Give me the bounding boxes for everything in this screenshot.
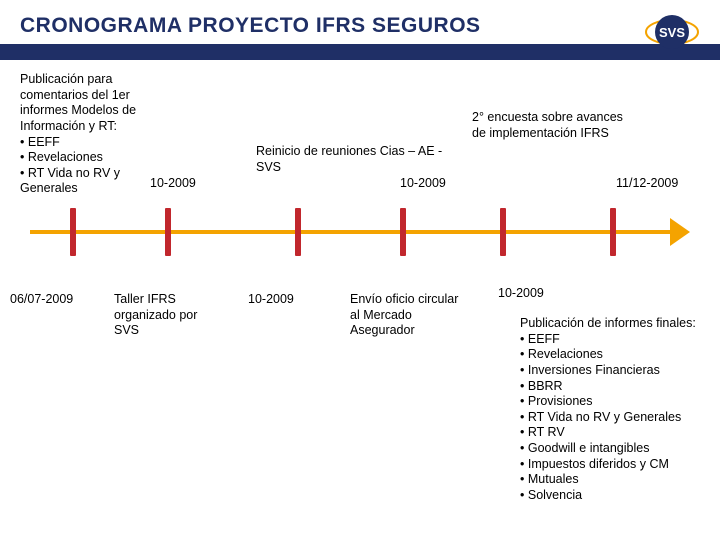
bullet-item: Inversiones Financieras: [520, 363, 720, 379]
bullet-item: RT RV: [520, 425, 720, 441]
annotation-encuesta: 2° encuesta sobre avances de implementac…: [472, 110, 632, 141]
annotation-text: Publicación para comentarios del 1er inf…: [20, 72, 180, 135]
annotation-text: Publicación de informes finales:: [520, 316, 720, 332]
annotation-date-reinicio: 10-2009: [400, 176, 446, 192]
annotation-text: Envío oficio circular al Mercado Asegura…: [350, 292, 470, 339]
svs-logo: SVS: [642, 8, 702, 56]
annotation-date-final_date: 10-2009: [498, 286, 544, 302]
bullet-item: EEFF: [520, 332, 720, 348]
slide-header: CRONOGRAMA PROYECTO IFRS SEGUROS SVS: [0, 0, 720, 46]
annotation-taller: Taller IFRS organizado por SVS: [114, 292, 224, 339]
bullet-item: BBRR: [520, 379, 720, 395]
annotation-text: Reinicio de reuniones Cias – AE - SVS: [256, 144, 446, 175]
timeline-tick: [500, 208, 506, 256]
annotation-date-pub1: 10-2009: [150, 176, 196, 192]
annotation-date-encuesta: 11/12-2009: [616, 176, 678, 192]
svg-text:SVS: SVS: [659, 25, 685, 40]
annotation-bullets: EEFFRevelacionesInversiones FinancierasB…: [520, 332, 720, 504]
bullet-item: Goodwill e intangibles: [520, 441, 720, 457]
bullet-item: Provisiones: [520, 394, 720, 410]
annotation-date-diez: 10-2009: [248, 292, 294, 308]
timeline-tick: [610, 208, 616, 256]
timeline-tick: [70, 208, 76, 256]
timeline-arrow-line: [30, 230, 670, 234]
timeline-arrow-head: [670, 218, 690, 246]
annotation-envio: Envío oficio circular al Mercado Asegura…: [350, 292, 470, 339]
annotation-reinicio: Reinicio de reuniones Cias – AE - SVS: [256, 144, 446, 175]
annotation-final_pub: Publicación de informes finales:EEFFReve…: [520, 316, 720, 504]
timeline-tick: [400, 208, 406, 256]
bullet-item: Revelaciones: [20, 150, 180, 166]
timeline-tick: [295, 208, 301, 256]
annotation-date-start: 06/07-2009: [10, 292, 73, 308]
bullet-item: EEFF: [20, 135, 180, 151]
annotation-text: 2° encuesta sobre avances de implementac…: [472, 110, 632, 141]
bullet-item: Revelaciones: [520, 347, 720, 363]
bullet-item: Solvencia: [520, 488, 720, 504]
page-title: CRONOGRAMA PROYECTO IFRS SEGUROS: [20, 14, 700, 38]
bullet-item: Mutuales: [520, 472, 720, 488]
bullet-item: Impuestos diferidos y CM: [520, 457, 720, 473]
timeline-tick: [165, 208, 171, 256]
bullet-item: RT Vida no RV y Generales: [520, 410, 720, 426]
header-underline: [0, 44, 720, 60]
annotation-text: Taller IFRS organizado por SVS: [114, 292, 224, 339]
